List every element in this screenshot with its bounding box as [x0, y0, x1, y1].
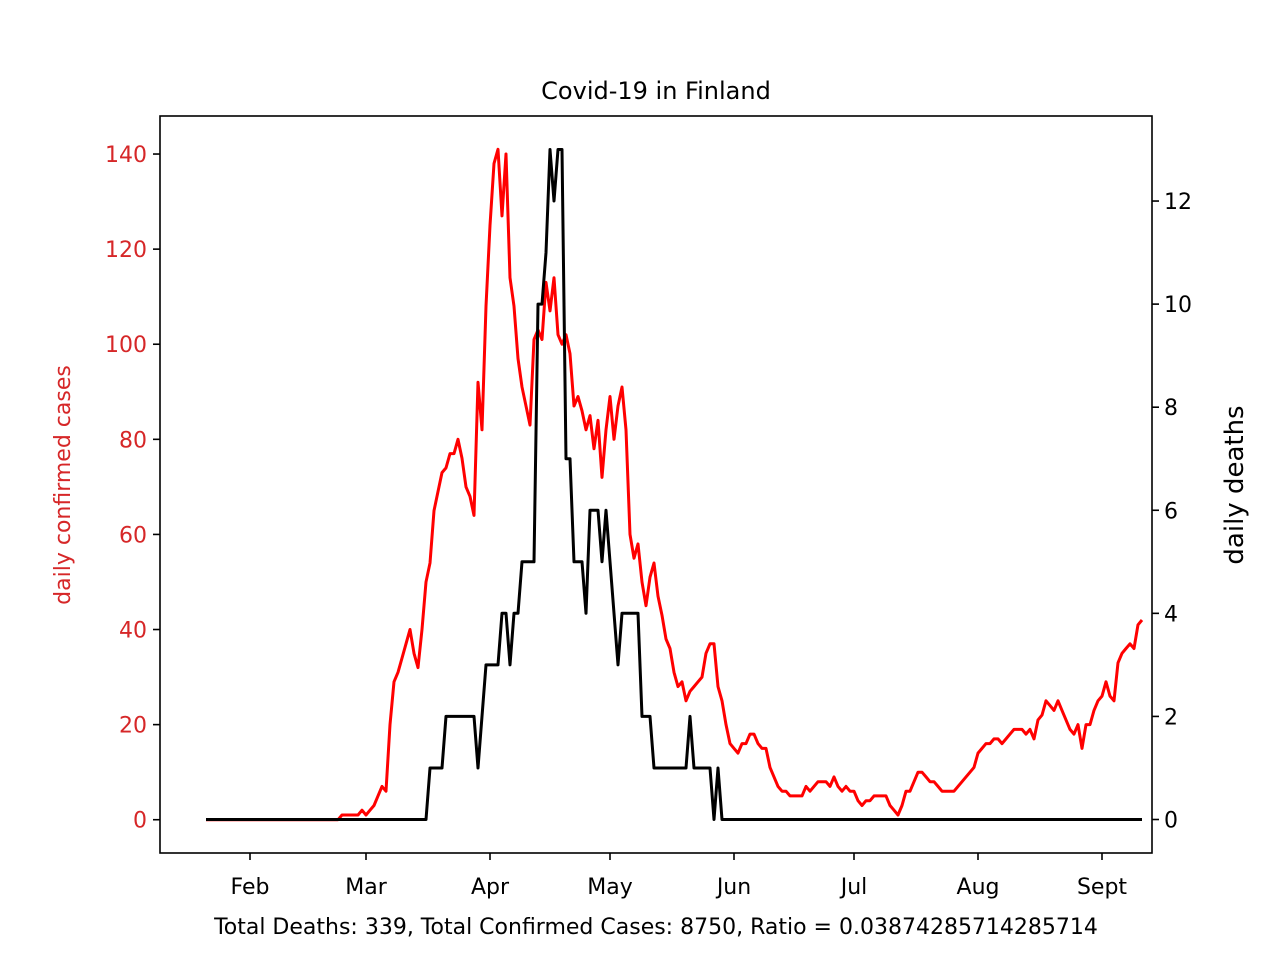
x-tick-label: Sept	[1077, 875, 1127, 900]
right-y-axis-label: daily deaths	[1220, 405, 1250, 564]
plot-frame	[159, 115, 1153, 854]
left-y-tick-label: 40	[119, 619, 147, 644]
x-axis-label: Total Deaths: 339, Total Confirmed Cases…	[213, 915, 1098, 940]
x-tick-label: Apr	[471, 875, 510, 900]
right-y-tick-label: 6	[1164, 499, 1178, 524]
deaths-series-line	[206, 148, 1142, 821]
right-y-tick-label: 12	[1164, 190, 1192, 215]
x-tick-label: Mar	[345, 875, 387, 900]
right-y-axis: 0 2 4 6 8 10 12	[1152, 190, 1192, 834]
x-tick-label: May	[587, 875, 632, 900]
left-y-axis: 0 20 40 60 80 100 120 140	[105, 143, 160, 834]
x-tick-label: Jun	[715, 875, 751, 900]
x-tick-label: Feb	[231, 875, 270, 900]
left-y-tick-label: 60	[119, 523, 147, 548]
cases-series-line	[206, 147, 1144, 822]
left-y-tick-label: 80	[119, 428, 147, 453]
left-y-tick-label: 20	[119, 714, 147, 739]
x-axis: Feb Mar Apr May Jun Jul Aug Sept	[231, 853, 1127, 900]
left-y-tick-label: 100	[105, 333, 147, 358]
plot-area	[206, 147, 1144, 822]
left-y-tick-label: 120	[105, 238, 147, 263]
x-tick-label: Jul	[839, 875, 868, 900]
right-y-tick-label: 4	[1164, 602, 1178, 627]
left-y-tick-label: 140	[105, 143, 147, 168]
left-y-tick-label: 0	[133, 809, 147, 834]
right-y-tick-label: 8	[1164, 396, 1178, 421]
right-y-tick-label: 10	[1164, 293, 1192, 318]
left-y-axis-label: daily confirmed cases	[51, 365, 76, 605]
chart-title: Covid-19 in Finland	[541, 77, 771, 105]
right-y-tick-label: 0	[1164, 809, 1178, 834]
x-tick-label: Aug	[957, 875, 1000, 900]
right-y-tick-label: 2	[1164, 705, 1178, 730]
